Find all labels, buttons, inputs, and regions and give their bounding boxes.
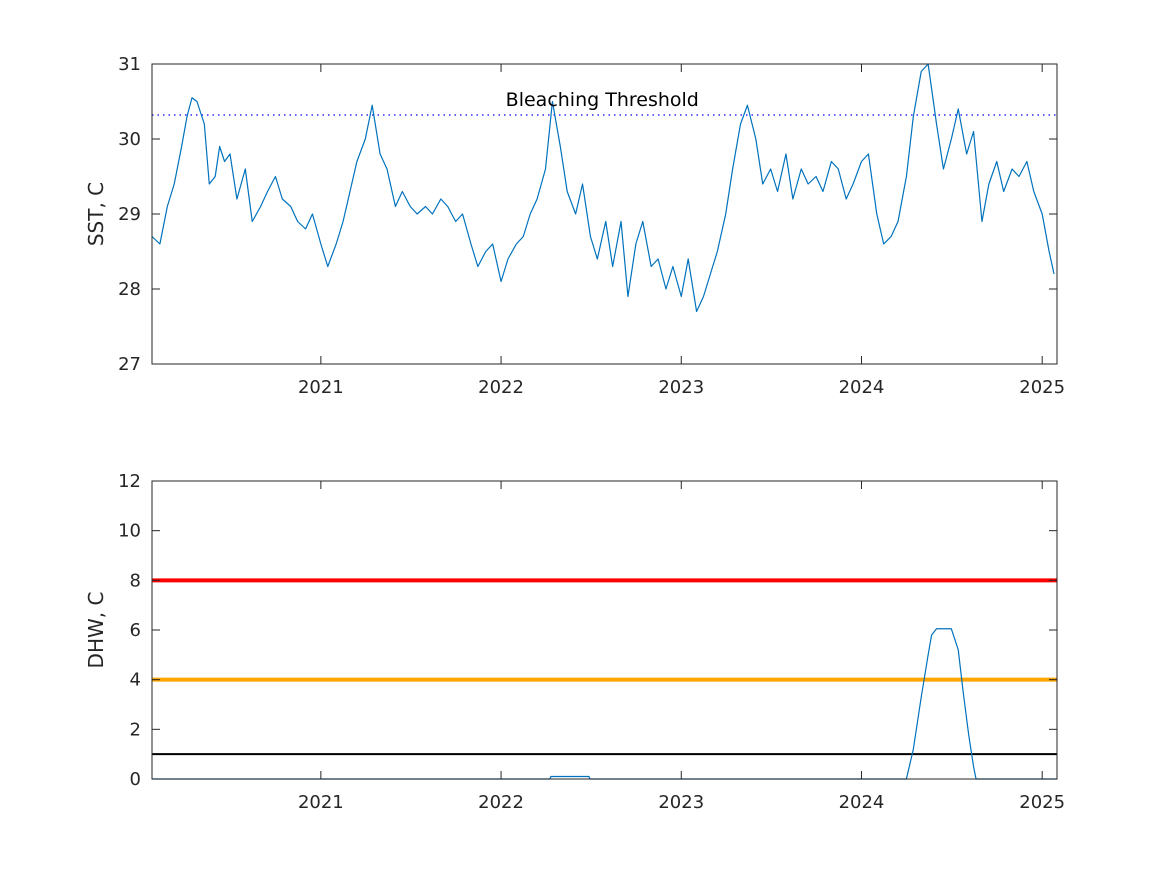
dhw-y-tick-label: 8	[130, 570, 141, 591]
dhw-y-tick-label: 2	[130, 719, 141, 740]
dhw-x-tick-label: 2025	[1019, 792, 1065, 813]
sst-x-tick-label: 2023	[658, 377, 704, 398]
dhw-y-tick-label: 6	[130, 620, 141, 641]
dhw-y-tick-label: 4	[130, 670, 141, 691]
sst-y-tick-label: 31	[118, 54, 141, 75]
sst-y-tick-label: 29	[118, 204, 141, 225]
sst-x-ticks: 2021 2022 2023 2024 2025	[298, 64, 1065, 398]
sst-x-tick-label: 2025	[1019, 377, 1065, 398]
sst-y-tick-label: 28	[118, 279, 141, 300]
dhw-reference-lines	[152, 578, 1057, 756]
sst-series-line	[151, 63, 1055, 313]
dhw-x-tick-label: 2022	[478, 792, 524, 813]
dhw-y-ticks: 0 2 4 6 8 10 12	[118, 471, 1057, 790]
dhw-x-ticks: 2021 2022 2023 2024 2025	[298, 481, 1065, 813]
bleaching-threshold-annotation: Bleaching Threshold	[506, 89, 699, 111]
dhw-y-tick-label: 12	[118, 471, 141, 492]
dhw-x-tick-label: 2023	[658, 792, 704, 813]
sst-y-tick-label: 30	[118, 129, 141, 150]
dhw-series-0-path	[152, 628, 1057, 780]
sst-x-tick-label: 2024	[839, 377, 885, 398]
sst-y-axis-label: SST, C	[84, 182, 108, 246]
dhw-y-tick-label: 10	[118, 521, 141, 542]
sst-y-ticks: 27 28 29 30 31	[118, 54, 1057, 375]
sst-x-tick-label: 2021	[298, 377, 344, 398]
dhw-y-axis-label: DHW, C	[84, 592, 108, 669]
dhw-x-tick-label: 2024	[839, 792, 885, 813]
sst-x-tick-label: 2022	[478, 377, 524, 398]
dhw-series-line	[152, 628, 1057, 780]
sst-axes: 2021 2022 2023 2024 2025 27 28 29 30 31 Bleachin…	[84, 54, 1065, 398]
dhw-x-tick-label: 2021	[298, 792, 344, 813]
sst-y-tick-label: 27	[118, 354, 141, 375]
dhw-axes: 2021 2022 2023 2024 2025 0 2 4 6 8 10 12 DHW, C	[84, 471, 1065, 813]
sst-series-0-path	[151, 63, 1055, 313]
dhw-y-tick-label: 0	[130, 769, 141, 790]
